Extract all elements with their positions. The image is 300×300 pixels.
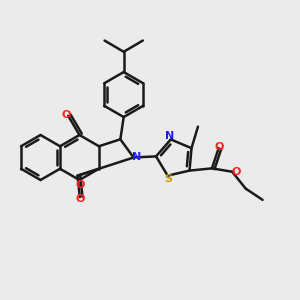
Text: O: O <box>76 180 85 190</box>
Text: S: S <box>164 174 172 184</box>
Text: O: O <box>61 110 70 120</box>
Text: N: N <box>165 131 175 141</box>
Text: O: O <box>215 142 224 152</box>
Text: O: O <box>75 194 85 205</box>
Text: N: N <box>132 152 142 162</box>
Text: O: O <box>231 167 241 177</box>
